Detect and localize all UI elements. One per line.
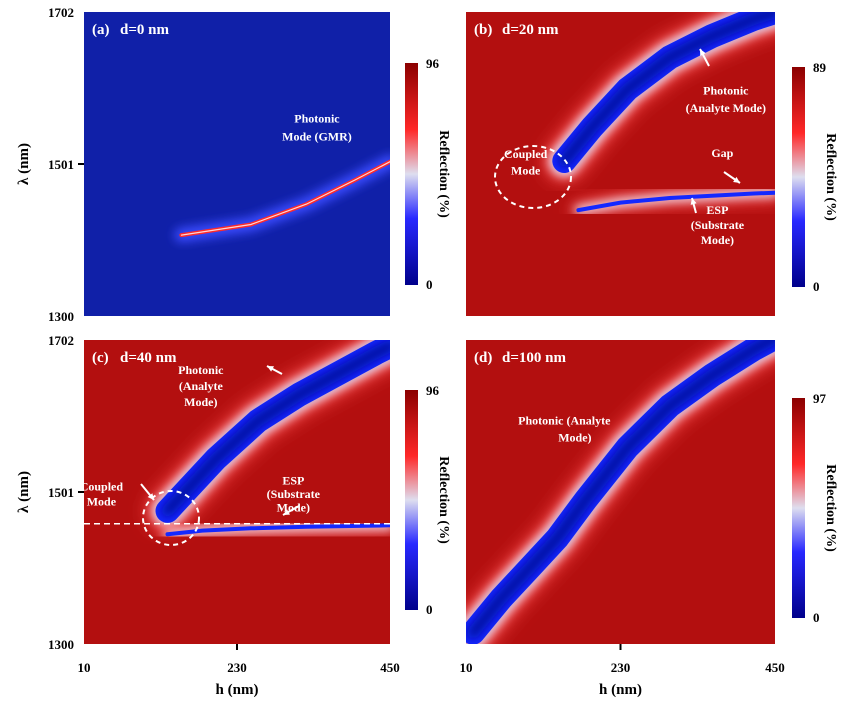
mode-primary (466, 340, 775, 644)
x-tick-label: 10 (460, 660, 473, 675)
panel-label: (a) (92, 22, 110, 38)
arrow-icon (723, 171, 741, 184)
annotation-label: Photonic (294, 111, 340, 125)
heatmap-layer (466, 12, 775, 316)
heatmap-background (466, 12, 775, 316)
x-tick-label: 230 (227, 660, 247, 675)
colorbar-min-label: 0 (813, 279, 820, 294)
mode-primary (174, 154, 390, 243)
colorbar-label: Reflection (%) (823, 464, 838, 552)
annotation-label: Photonic (703, 83, 749, 97)
colorbar (792, 398, 805, 618)
y-tick-label: 1300 (48, 309, 74, 324)
annotation-label: Mode) (558, 430, 591, 444)
panel-title: d=0 nm (120, 22, 169, 38)
mode-secondary (160, 518, 390, 542)
panel-b: (b) d=20 nm Photonic (Analyte Mode) Coupled M… (466, 12, 838, 316)
annotation-label: Mode) (277, 501, 310, 515)
x-tick-label: 450 (765, 660, 785, 675)
annotation-label: Mode (87, 495, 117, 509)
y-axis-label: λ (nm) (16, 143, 32, 185)
colorbar (405, 390, 418, 610)
mode-core (180, 161, 390, 236)
annotation-label: Gap (711, 146, 733, 160)
y-axis-label: λ (nm) (16, 471, 32, 513)
colorbar-max-label: 97 (813, 391, 827, 406)
dashed-circle-icon (494, 145, 572, 209)
heatmap-background (84, 12, 390, 316)
mode-center (558, 12, 775, 167)
arrow-icon (282, 505, 300, 516)
mode-primary (544, 12, 775, 181)
mode-band (576, 190, 775, 213)
x-tick-label: 10 (78, 660, 91, 675)
annotation-label: Mode (511, 164, 541, 178)
colorbar-min-label: 0 (426, 602, 433, 617)
annotation-label: Coupled (504, 147, 548, 161)
colorbar-max-label: 96 (426, 56, 440, 71)
panel-a: (a) d=0 nm Photonic Mode (GMR) 1702 1501 1300 λ… (16, 5, 451, 324)
colorbar-min-label: 0 (426, 277, 433, 292)
panel-label: (c) (92, 350, 109, 366)
annotation-label: (Analyte Mode) (686, 101, 766, 115)
heatmap-layer (174, 154, 390, 243)
mode-primary (147, 340, 390, 531)
panel-d: (d) d=100 nm Photonic (Analyte Mode) 10 230 45… (460, 340, 838, 698)
annotation-label: Mode (GMR) (282, 130, 352, 144)
x-tick-label: 450 (380, 660, 400, 675)
x-axis-label: h (nm) (599, 682, 642, 698)
annotation-label: ESP (706, 203, 728, 217)
panel-title: d=100 nm (502, 350, 566, 366)
colorbar (792, 67, 805, 287)
panel-label: (b) (474, 22, 492, 38)
panel-title: d=40 nm (120, 350, 177, 366)
y-tick-label: 1501 (48, 485, 74, 500)
annotation-label: (Substrate (691, 218, 745, 232)
annotation-label: (Substrate (267, 487, 321, 501)
arrow-icon (266, 365, 283, 375)
colorbar-label: Reflection (%) (436, 130, 451, 218)
annotation-label: Mode) (701, 233, 734, 247)
colorbar-max-label: 89 (813, 60, 827, 75)
y-tick-label: 1501 (48, 157, 74, 172)
heatmap-layer (84, 340, 390, 644)
colorbar (405, 63, 418, 285)
y-tick-label: 1702 (48, 333, 74, 348)
panel-title: d=20 nm (502, 22, 559, 38)
annotation-label: ESP (282, 473, 304, 487)
annotation-label: Coupled (80, 479, 124, 493)
annotation-label: Photonic (Analyte (518, 414, 611, 428)
dashed-circle-icon (142, 490, 200, 546)
heatmap-shade (466, 12, 775, 316)
colorbar-min-label: 0 (813, 610, 820, 625)
heatmap-layer (466, 340, 775, 644)
mode-secondary (571, 185, 775, 218)
panel-label: (d) (474, 350, 492, 366)
y-tick-label: 1300 (48, 637, 74, 652)
annotation-label: Mode) (184, 395, 217, 409)
colorbar-label: Reflection (%) (823, 133, 838, 221)
colorbar-label: Reflection (%) (436, 456, 451, 544)
arrow-icon (690, 197, 697, 214)
mode-band (165, 523, 390, 537)
annotation-label: (Analyte (179, 379, 224, 393)
annotation-label: Photonic (178, 363, 224, 377)
colorbar-max-label: 96 (426, 383, 440, 398)
arrow-icon (699, 48, 710, 67)
x-axis-label: h (nm) (216, 682, 259, 698)
x-tick-label: 230 (611, 660, 631, 675)
y-tick-label: 1702 (48, 5, 74, 20)
mode-center (467, 340, 775, 639)
mode-center (161, 340, 390, 517)
